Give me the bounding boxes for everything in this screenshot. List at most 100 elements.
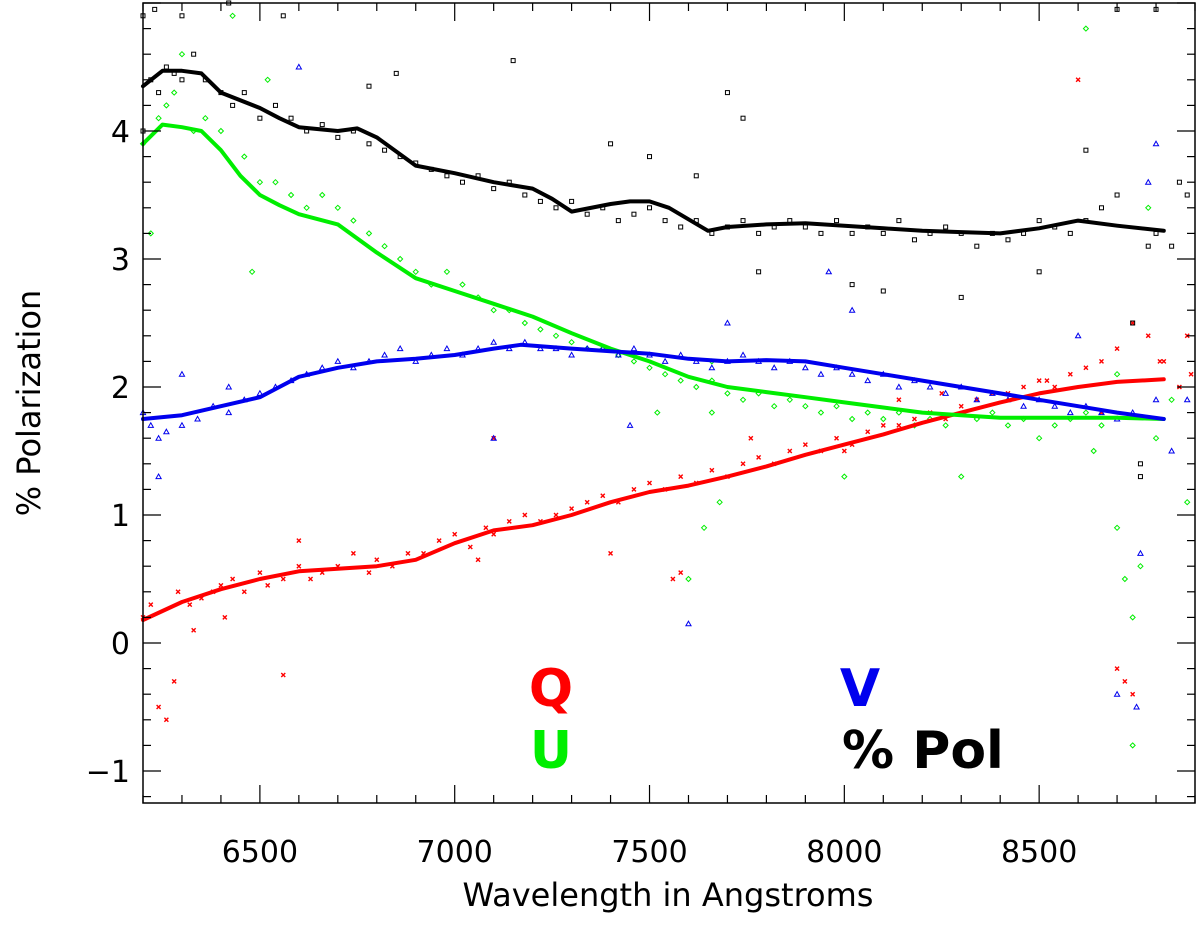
pol-point [444,173,450,179]
pol-point [818,230,824,236]
u-point [1082,25,1090,32]
u-point [229,12,236,20]
v-point [685,620,692,627]
q-point [834,435,840,441]
u-point [147,230,155,237]
u-point [537,326,544,333]
u-point [264,76,271,84]
pol-point [849,230,855,236]
u-point [178,50,186,58]
pol-point [459,179,465,185]
v-point [848,370,856,377]
pol-point [569,198,575,204]
u-trend-line [141,122,1166,421]
q-point [1114,346,1120,352]
pol-point [491,186,497,192]
v-point [155,472,163,480]
u-point [521,319,529,327]
v-point [614,351,622,358]
v-point [162,428,170,435]
q-point [265,582,271,588]
pol-point [191,51,197,57]
y-tick-label: 4 [111,115,130,150]
pol-point [849,282,855,288]
q-point [1021,384,1027,390]
u-point [708,409,716,416]
pol-point [880,288,886,294]
v-point [334,357,342,364]
q-point [709,467,715,473]
v-point [396,344,404,352]
v-point [178,421,186,428]
pol-point [1098,205,1104,211]
v-point [817,370,825,377]
pol-point [1036,269,1042,275]
legend-u: U [530,721,572,781]
u-point [693,383,700,391]
v-point [225,383,233,390]
u-point [1168,396,1175,404]
q-point [678,570,684,576]
q-point [522,512,528,518]
u-point [942,422,949,429]
pol-point [608,141,614,147]
pol-point [615,218,621,224]
q-point [148,602,154,608]
x-tick-label: 8000 [806,835,882,870]
q-point [187,602,193,608]
u-point [1113,524,1121,532]
u-point [1098,422,1105,429]
u-point [1004,422,1012,429]
pol-point [335,134,341,140]
v-point [848,306,856,313]
u-point [786,396,793,404]
q-point [600,493,606,499]
pol-point [1145,243,1151,249]
plot-background [143,3,1195,803]
v-point [1144,178,1152,185]
q-point [467,544,473,550]
v-point [147,421,155,428]
u-point [958,473,965,480]
pol-trend-line [141,68,1166,236]
u-point [334,204,342,212]
q-point [222,614,228,620]
v-point [490,434,498,441]
v-point [412,357,420,364]
q-point [405,550,411,556]
pol-point [1114,192,1120,198]
v-point [1152,140,1160,147]
u-point [685,575,692,583]
v-point [225,408,233,416]
pol-point [179,77,185,83]
pol-point [319,122,325,128]
pol-point [756,269,762,275]
u-point [217,127,225,135]
v-point [942,389,950,396]
q-point [553,512,559,518]
v-point [926,383,934,390]
pol-point [756,230,762,236]
u-point [202,114,209,122]
pol-point [179,13,185,19]
q-point [452,531,458,537]
pol-point [693,173,699,179]
u-point [396,255,404,263]
q-point [958,403,964,409]
v-point [178,370,186,377]
y-tick-label: 2 [111,371,130,406]
pol-point [740,115,746,121]
v-point [1098,408,1105,416]
pol-point [584,211,590,217]
pol-point [724,90,730,96]
pol-point [1036,218,1042,224]
u-point [630,358,638,365]
pol-point [257,115,263,121]
v-point [739,351,747,358]
q-point [350,550,356,556]
v-point [708,364,716,371]
v-point [1074,332,1082,339]
q-point [865,429,871,435]
v-point [770,364,778,371]
